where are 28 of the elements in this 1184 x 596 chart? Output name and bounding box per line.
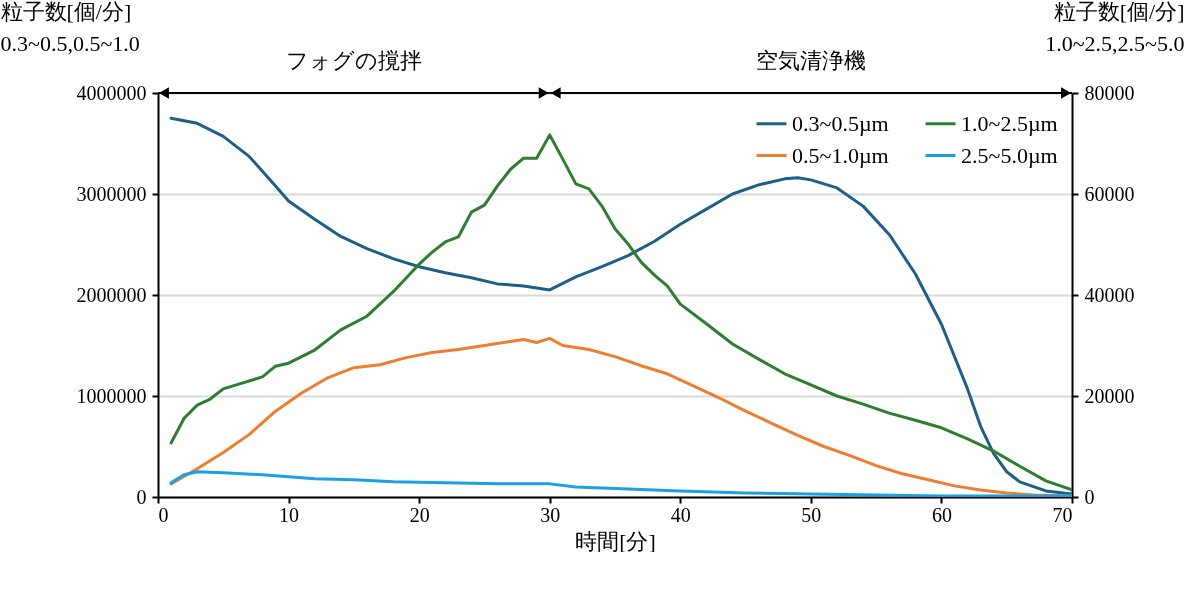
x-tick-label: 50 [801,503,822,526]
legend-label: 0.5~1.0µm [792,142,889,168]
y2-tick-label: 80000 [1084,81,1135,104]
y-tick-label: 2000000 [76,283,147,306]
y-tick-label: 1000000 [76,384,147,407]
y-tick-label: 0 [136,485,147,508]
x-axis-title: 時間[分] [575,528,656,554]
line-series [169,470,1072,497]
x-tick-label: 30 [540,503,561,526]
x-tick-label: 0 [158,503,169,526]
y-axis-title: 粒子数[個/分] 0.3~0.5,0.5~1.0 [0,0,140,56]
x-tick-label: 40 [670,503,691,526]
y-tick-label: 4000000 [76,81,147,104]
legend-label: 1.0~2.5µm [961,110,1058,136]
text: フォグの撹拌 [285,48,422,73]
y2-tick-label: 40000 [1084,283,1135,306]
y2-tick-label: 20000 [1084,384,1135,407]
x-tick-label: 20 [409,503,430,526]
text: 空気清浄機 [755,48,866,73]
y2-axis-title: 粒子数[個/分] 1.0~2.5,2.5~5.0 [1045,0,1184,56]
x-tick-label: 60 [931,503,952,526]
x-tick-label: 10 [279,503,300,526]
y-tick-label: 3000000 [76,182,147,205]
y2-tick-label: 0 [1084,485,1095,508]
x-tick-label: 70 [1052,503,1073,526]
legend-label: 0.3~0.5µm [792,110,889,136]
y2-tick-label: 60000 [1084,182,1135,205]
legend-label: 2.5~5.0µm [961,142,1058,168]
